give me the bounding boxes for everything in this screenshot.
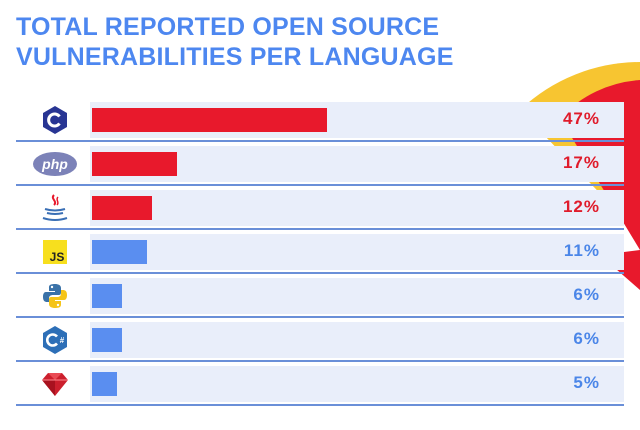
bar-track — [90, 234, 624, 270]
svg-text:php: php — [41, 156, 68, 172]
php-icon: php — [28, 149, 82, 179]
row-divider — [16, 228, 624, 230]
row-divider — [16, 316, 624, 318]
row-divider — [16, 404, 624, 406]
row-divider — [16, 140, 624, 142]
chart-title-line-2: VULNERABILITIES PER LANGUAGE — [16, 43, 454, 71]
bar — [92, 240, 147, 264]
bar-track — [90, 146, 624, 182]
bar — [92, 108, 327, 132]
bar-row-java: 12% — [16, 188, 624, 232]
csharp-icon: # — [28, 325, 82, 355]
data-label: 11% — [563, 241, 600, 260]
row-divider — [16, 184, 624, 186]
bar-row-csharp: #6% — [16, 320, 624, 364]
bar-row-javascript: JS 11% — [16, 232, 624, 276]
bar-row-c: 47% — [16, 100, 624, 144]
bar-track — [90, 322, 624, 358]
bar — [92, 328, 122, 352]
chart-title-line-1: TOTAL REPORTED OPEN SOURCE — [16, 13, 440, 41]
javascript-icon: JS — [28, 237, 82, 267]
data-label: 5% — [573, 373, 600, 392]
svg-text:JS: JS — [50, 250, 65, 264]
ruby-icon — [28, 369, 82, 399]
bar — [92, 196, 152, 220]
bar — [92, 284, 122, 308]
data-label: 6% — [573, 285, 600, 304]
data-label: 12% — [562, 197, 600, 216]
bar-track — [90, 278, 624, 314]
java-icon — [28, 193, 82, 223]
bar-row-python: 6% — [16, 276, 624, 320]
bar — [92, 152, 177, 176]
data-label: 6% — [573, 329, 600, 348]
c-icon — [28, 105, 82, 135]
row-divider — [16, 272, 624, 274]
chart-title: TOTAL REPORTED OPEN SOURCE VULNERABILITI… — [16, 12, 454, 72]
data-label: 17% — [562, 153, 600, 172]
svg-text:#: # — [60, 336, 65, 345]
bar-row-ruby: 5% — [16, 364, 624, 408]
bar-track — [90, 190, 624, 226]
bar-track — [90, 366, 624, 402]
row-divider — [16, 360, 624, 362]
bar-row-php: php 17% — [16, 144, 624, 188]
python-icon — [28, 281, 82, 311]
bar — [92, 372, 117, 396]
data-label: 47% — [562, 109, 600, 128]
